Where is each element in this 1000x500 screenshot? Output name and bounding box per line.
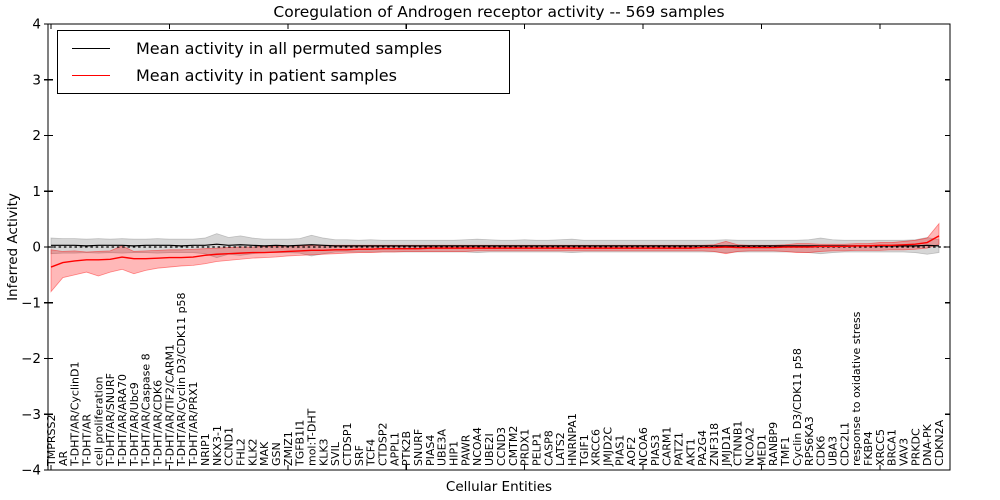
x-tick-label: T-DHT/AR/Cyclin D3/CDK11 p58 — [175, 292, 188, 467]
x-tick-label: cell proliferation — [92, 376, 105, 466]
y-tick-label: −3 — [21, 407, 41, 423]
x-tick-label: PAWR — [459, 434, 472, 466]
x-tick-label: T-DHT/AR/SNURF — [104, 373, 117, 467]
x-tick-label: NRIP1 — [199, 433, 212, 466]
x-tick-label: JMJD1A — [720, 427, 733, 467]
x-tick-label: T-DHT/AR/Caspase 8 — [140, 353, 153, 467]
x-tick-label: NKX3-1 — [211, 425, 224, 466]
legend-label-permuted: Mean activity in all permuted samples — [136, 39, 443, 58]
y-tick-label: −4 — [21, 463, 41, 479]
x-tick-label: SVIL — [329, 441, 342, 466]
y-axis-label: Inferred Activity — [5, 193, 21, 301]
x-tick-label: PRKDC — [909, 428, 922, 466]
x-tick-label: RPS6KA3 — [803, 416, 816, 466]
x-tick-label: PATZ1 — [673, 432, 686, 466]
legend-label-patient: Mean activity in patient samples — [136, 66, 397, 85]
chart-title: Coregulation of Androgen receptor activi… — [273, 3, 725, 21]
x-tick-label: T-DHT/AR/CDK6 — [152, 380, 165, 467]
x-tick-label: SNURF — [412, 429, 425, 466]
x-tick-label: CMTM2 — [507, 426, 520, 466]
x-tick-label: AKT1 — [684, 438, 697, 466]
x-tick-label: KLK2 — [246, 438, 259, 466]
patient-mean-line — [50, 235, 940, 268]
x-tick-label: CDC2L1 — [838, 422, 851, 466]
permuted-line-swatch — [72, 48, 110, 49]
x-tick-label: SRF — [353, 445, 366, 466]
legend-item-patient: Mean activity in patient samples — [58, 66, 509, 85]
x-tick-label: ZNF318 — [708, 423, 721, 466]
x-tick-label: UBA3 — [826, 436, 839, 466]
y-tick-label: 0 — [32, 240, 41, 256]
x-tick-label: FKBP4 — [862, 431, 875, 466]
x-tick-label: AR — [57, 450, 70, 466]
x-tick-label: CCND1 — [223, 427, 236, 466]
x-tick-label: MAK — [258, 441, 271, 466]
x-tick-label: T-DHT/AR/CyclinD1 — [69, 361, 82, 467]
x-tick-label: TGFB1I1 — [294, 420, 307, 467]
x-tick-label: T-DHT/AR — [81, 414, 94, 467]
x-tick-label: LATS2 — [554, 432, 567, 466]
x-tick-label: CCND3 — [495, 427, 508, 466]
x-tick-label: response to oxidative stress — [850, 311, 863, 466]
x-tick-label: BRCA1 — [886, 429, 899, 466]
x-tick-label: T-DHT/AR/ARA70 — [116, 374, 129, 467]
x-tick-label: NCOA6 — [637, 427, 650, 466]
x-tick-label: FHL2 — [234, 438, 247, 466]
x-tick-label: mol:T-DHT — [305, 408, 318, 466]
y-tick-label: 2 — [32, 128, 41, 144]
x-tick-label: PIAS3 — [649, 435, 662, 466]
y-tick-label: 3 — [32, 72, 41, 88]
legend-item-permuted: Mean activity in all permuted samples — [58, 39, 509, 58]
x-tick-label: GSN — [270, 442, 283, 466]
x-tick-label: TCF4 — [365, 439, 378, 467]
x-tick-label: CDKN2A — [933, 419, 946, 466]
x-tick-label: PTK2B — [400, 431, 413, 466]
x-tick-label: APPL1 — [388, 432, 401, 466]
x-tick-label: TMF1 — [779, 436, 792, 467]
x-tick-label: AOF2 — [625, 437, 638, 466]
x-tick-label: RANBP9 — [767, 422, 780, 466]
patient-line-swatch — [72, 75, 110, 76]
y-tick-label: 4 — [32, 17, 41, 33]
x-tick-label: XRCC5 — [874, 429, 887, 466]
x-tick-label: KLK3 — [317, 438, 330, 466]
x-tick-label: TGIF1 — [578, 434, 591, 467]
x-tick-label: NCOA4 — [471, 427, 484, 466]
x-tick-label: T-DHT/AR/PRX1 — [187, 381, 200, 467]
x-tick-label: PA2G4 — [696, 430, 709, 466]
x-tick-label: CARM1 — [661, 427, 674, 466]
y-tick-label: −2 — [21, 351, 41, 367]
x-tick-label: VAV3 — [897, 438, 910, 466]
x-tick-label: TMPRSS2 — [45, 415, 58, 467]
x-tick-label: DNA-PK — [921, 423, 934, 466]
x-tick-label: Cyclin D3/CDK11 p58 — [791, 348, 804, 466]
x-tick-label: HIP1 — [448, 441, 461, 466]
x-tick-label: PIAS4 — [424, 435, 437, 466]
y-tick-label: −1 — [21, 295, 41, 311]
x-tick-label: PRDX1 — [519, 429, 532, 466]
permuted-mean-line — [51, 243, 940, 247]
x-tick-label: NCOA2 — [744, 427, 757, 466]
x-tick-label: CDK6 — [815, 436, 828, 466]
x-axis-label: Cellular Entities — [445, 479, 553, 495]
x-tick-label: XRCC6 — [590, 429, 603, 466]
x-tick-label: CTNNB1 — [732, 421, 745, 466]
x-tick-label: CASP8 — [542, 430, 555, 466]
x-tick-label: HNRNPA1 — [566, 413, 579, 466]
x-tick-label: UBE2I — [483, 433, 496, 466]
x-tick-label: PIAS1 — [613, 435, 626, 466]
y-tick-label: 1 — [32, 184, 41, 200]
x-tick-label: PELP1 — [530, 433, 543, 466]
x-tick-label: UBE3A — [436, 428, 449, 466]
x-tick-label: T-DHT/AR/TIF2/CARM1 — [163, 344, 176, 467]
x-tick-label: CTDSP1 — [341, 423, 354, 466]
x-tick-label: ZMIZ1 — [282, 431, 295, 466]
legend: Mean activity in all permuted samples Me… — [57, 30, 510, 94]
x-tick-label: MED1 — [755, 434, 768, 466]
x-tick-label: T-DHT/AR/Ubc9 — [128, 382, 141, 467]
x-tick-label: JMJD2C — [601, 427, 614, 467]
x-tick-label: CTDSP2 — [377, 423, 390, 466]
